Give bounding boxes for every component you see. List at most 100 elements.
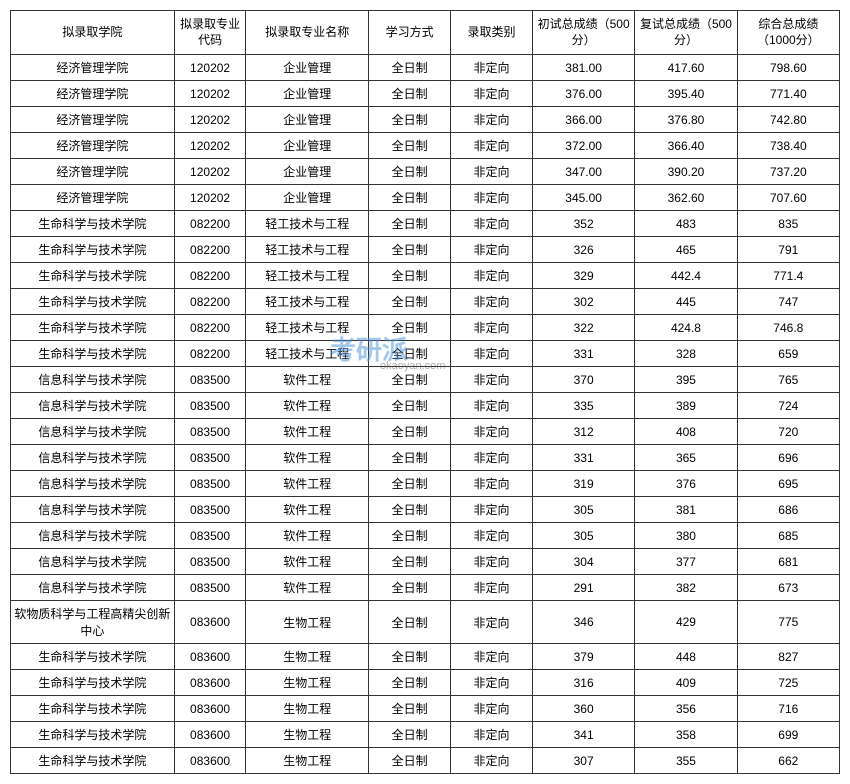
table-row: 软物质科学与工程高精尖创新中心083600生物工程全日制非定向346429775 — [11, 601, 840, 644]
cell-25-4: 非定向 — [451, 722, 533, 748]
table-row: 信息科学与技术学院083500软件工程全日制非定向305380685 — [11, 523, 840, 549]
cell-26-0: 生命科学与技术学院 — [11, 748, 175, 774]
table-row: 信息科学与技术学院083500软件工程全日制非定向304377681 — [11, 549, 840, 575]
cell-2-4: 非定向 — [451, 107, 533, 133]
table-row: 经济管理学院120202企业管理全日制非定向381.00417.60798.60 — [11, 55, 840, 81]
cell-3-7: 738.40 — [737, 133, 839, 159]
cell-18-1: 083500 — [174, 523, 246, 549]
cell-23-5: 316 — [532, 670, 634, 696]
cell-11-2: 轻工技术与工程 — [246, 341, 369, 367]
cell-3-3: 全日制 — [369, 133, 451, 159]
cell-1-2: 企业管理 — [246, 81, 369, 107]
cell-16-7: 695 — [737, 471, 839, 497]
cell-8-7: 771.4 — [737, 263, 839, 289]
cell-6-4: 非定向 — [451, 211, 533, 237]
cell-16-1: 083500 — [174, 471, 246, 497]
table-row: 信息科学与技术学院083500软件工程全日制非定向335389724 — [11, 393, 840, 419]
cell-6-7: 835 — [737, 211, 839, 237]
cell-0-4: 非定向 — [451, 55, 533, 81]
cell-4-5: 347.00 — [532, 159, 634, 185]
cell-18-3: 全日制 — [369, 523, 451, 549]
cell-20-1: 083500 — [174, 575, 246, 601]
table-row: 生命科学与技术学院082200轻工技术与工程全日制非定向331328659 — [11, 341, 840, 367]
cell-2-6: 376.80 — [635, 107, 737, 133]
cell-23-1: 083600 — [174, 670, 246, 696]
cell-9-2: 轻工技术与工程 — [246, 289, 369, 315]
cell-15-4: 非定向 — [451, 445, 533, 471]
cell-7-2: 轻工技术与工程 — [246, 237, 369, 263]
cell-4-2: 企业管理 — [246, 159, 369, 185]
cell-2-2: 企业管理 — [246, 107, 369, 133]
cell-22-6: 448 — [635, 644, 737, 670]
cell-23-6: 409 — [635, 670, 737, 696]
cell-19-1: 083500 — [174, 549, 246, 575]
cell-24-4: 非定向 — [451, 696, 533, 722]
cell-10-3: 全日制 — [369, 315, 451, 341]
table-row: 生命科学与技术学院082200轻工技术与工程全日制非定向329442.4771.… — [11, 263, 840, 289]
cell-13-3: 全日制 — [369, 393, 451, 419]
cell-12-4: 非定向 — [451, 367, 533, 393]
cell-13-4: 非定向 — [451, 393, 533, 419]
cell-23-2: 生物工程 — [246, 670, 369, 696]
cell-22-0: 生命科学与技术学院 — [11, 644, 175, 670]
cell-8-1: 082200 — [174, 263, 246, 289]
cell-13-2: 软件工程 — [246, 393, 369, 419]
cell-1-6: 395.40 — [635, 81, 737, 107]
cell-15-1: 083500 — [174, 445, 246, 471]
cell-18-2: 软件工程 — [246, 523, 369, 549]
cell-6-1: 082200 — [174, 211, 246, 237]
table-row: 生命科学与技术学院082200轻工技术与工程全日制非定向322424.8746.… — [11, 315, 840, 341]
cell-14-0: 信息科学与技术学院 — [11, 419, 175, 445]
table-row: 生命科学与技术学院082200轻工技术与工程全日制非定向326465791 — [11, 237, 840, 263]
table-row: 经济管理学院120202企业管理全日制非定向372.00366.40738.40 — [11, 133, 840, 159]
cell-3-5: 372.00 — [532, 133, 634, 159]
cell-7-0: 生命科学与技术学院 — [11, 237, 175, 263]
cell-5-2: 企业管理 — [246, 185, 369, 211]
cell-24-7: 716 — [737, 696, 839, 722]
cell-6-0: 生命科学与技术学院 — [11, 211, 175, 237]
cell-1-4: 非定向 — [451, 81, 533, 107]
column-header-0: 拟录取学院 — [11, 11, 175, 55]
cell-25-6: 358 — [635, 722, 737, 748]
cell-3-2: 企业管理 — [246, 133, 369, 159]
cell-0-6: 417.60 — [635, 55, 737, 81]
cell-5-0: 经济管理学院 — [11, 185, 175, 211]
cell-0-1: 120202 — [174, 55, 246, 81]
cell-19-4: 非定向 — [451, 549, 533, 575]
cell-2-1: 120202 — [174, 107, 246, 133]
cell-24-2: 生物工程 — [246, 696, 369, 722]
cell-14-3: 全日制 — [369, 419, 451, 445]
cell-4-4: 非定向 — [451, 159, 533, 185]
cell-21-2: 生物工程 — [246, 601, 369, 644]
cell-6-3: 全日制 — [369, 211, 451, 237]
cell-17-7: 686 — [737, 497, 839, 523]
cell-2-5: 366.00 — [532, 107, 634, 133]
cell-19-6: 377 — [635, 549, 737, 575]
cell-6-6: 483 — [635, 211, 737, 237]
cell-6-5: 352 — [532, 211, 634, 237]
cell-5-6: 362.60 — [635, 185, 737, 211]
cell-11-6: 328 — [635, 341, 737, 367]
cell-26-2: 生物工程 — [246, 748, 369, 774]
cell-26-6: 355 — [635, 748, 737, 774]
cell-19-2: 软件工程 — [246, 549, 369, 575]
table-row: 经济管理学院120202企业管理全日制非定向345.00362.60707.60 — [11, 185, 840, 211]
cell-14-4: 非定向 — [451, 419, 533, 445]
cell-21-4: 非定向 — [451, 601, 533, 644]
cell-3-6: 366.40 — [635, 133, 737, 159]
cell-21-7: 775 — [737, 601, 839, 644]
cell-15-3: 全日制 — [369, 445, 451, 471]
cell-11-1: 082200 — [174, 341, 246, 367]
table-row: 信息科学与技术学院083500软件工程全日制非定向305381686 — [11, 497, 840, 523]
cell-16-3: 全日制 — [369, 471, 451, 497]
cell-18-5: 305 — [532, 523, 634, 549]
cell-13-1: 083500 — [174, 393, 246, 419]
table-row: 信息科学与技术学院083500软件工程全日制非定向312408720 — [11, 419, 840, 445]
cell-7-3: 全日制 — [369, 237, 451, 263]
cell-10-6: 424.8 — [635, 315, 737, 341]
table-row: 经济管理学院120202企业管理全日制非定向376.00395.40771.40 — [11, 81, 840, 107]
cell-16-2: 软件工程 — [246, 471, 369, 497]
cell-0-0: 经济管理学院 — [11, 55, 175, 81]
cell-10-0: 生命科学与技术学院 — [11, 315, 175, 341]
cell-17-6: 381 — [635, 497, 737, 523]
